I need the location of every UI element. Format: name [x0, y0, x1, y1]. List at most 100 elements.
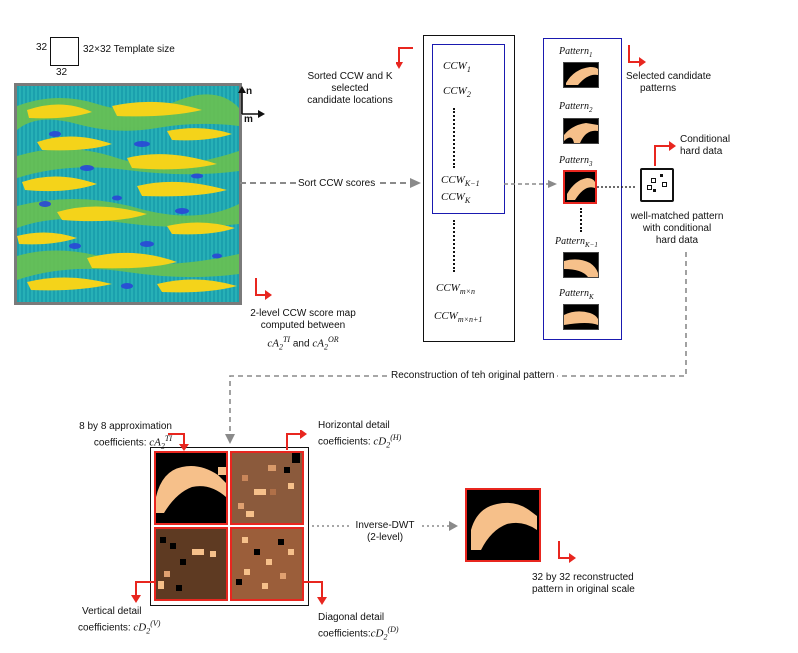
- pattern-1-label: Pattern1: [559, 46, 593, 59]
- diagonal-symbol: cD: [370, 627, 384, 640]
- selected-patterns-caption: Selected candidate patterns: [626, 71, 711, 95]
- pattern-k-sub: K: [589, 293, 594, 301]
- map-caption-formula: cA2TI and cA2OR: [243, 334, 363, 353]
- red-bent-arrow-icon: [396, 47, 413, 69]
- axis-m-label: m: [244, 114, 253, 125]
- ca-ti-sub: 2: [278, 342, 283, 352]
- select-arrow-icon: [504, 180, 557, 188]
- map-caption-line2: computed between: [260, 320, 346, 331]
- pattern-3-name: Pattern: [559, 155, 589, 166]
- ccw-selected-k-box: [432, 44, 505, 214]
- pattern-3-image: [563, 170, 597, 204]
- ccw-k: CCWK: [441, 191, 470, 205]
- conditional-hard-data-caption: Conditional hard data: [680, 134, 730, 158]
- pattern-2-name: Pattern: [559, 101, 589, 112]
- inverse-dwt-arrow-icon: [312, 521, 458, 531]
- diagonal-coeff-image: [230, 527, 304, 601]
- pattern-2-sub: 2: [589, 106, 593, 114]
- reconstructed-caption-line1: 32 by 32 reconstructed: [532, 572, 634, 583]
- ccw-1-symbol: CCW: [443, 60, 467, 72]
- red-bent-arrow-icon: [654, 141, 676, 166]
- pattern-3-sub: 3: [589, 160, 593, 168]
- vertical-caption: Vertical detail coefficients: cD2(V): [78, 606, 160, 637]
- vertical-coeff-image: [154, 527, 228, 601]
- pattern-k-name: Pattern: [559, 288, 589, 299]
- diagonal-coeff-word: coefficients:: [318, 628, 371, 640]
- vertical-symbol: cD: [133, 621, 147, 634]
- ca-or-sup: OR: [327, 335, 339, 344]
- approx-caption: 8 by 8 approximation coefficients: cA2TI: [60, 421, 172, 452]
- and-word: and: [292, 338, 310, 350]
- red-bent-arrow-icon: [286, 430, 307, 450]
- diagonal-caption-line2: coefficients:cD2(D): [318, 624, 399, 643]
- diagonal-caption-line1: Diagonal detail: [318, 612, 385, 623]
- diagonal-sub: 2: [383, 632, 388, 642]
- ccw-2-sub: 2: [466, 90, 471, 100]
- vertical-sup: (V): [150, 619, 161, 628]
- ccw-score-map-image: [17, 86, 239, 302]
- horizontal-caption: Horizontal detail coefficients: cD2(H): [318, 420, 401, 451]
- well-matched-line2: with conditional: [642, 223, 712, 234]
- template-size-left-label: 32: [36, 42, 48, 53]
- reconstructed-caption: 32 by 32 reconstructed pattern in origin…: [532, 572, 635, 596]
- horizontal-sub: 2: [386, 440, 391, 450]
- vertical-caption-line1: Vertical detail: [82, 606, 142, 617]
- pattern-k-label: PatternK: [559, 288, 594, 301]
- red-bent-arrow-icon: [131, 581, 156, 603]
- ccw-mn1-symbol: CCW: [434, 310, 458, 322]
- conditional-caption-line2: hard data: [680, 146, 723, 157]
- vertical-caption-line2: coefficients: cD2(V): [78, 618, 160, 637]
- red-bent-arrow-icon: [302, 581, 327, 605]
- approx-coeff-image: [154, 451, 228, 525]
- ccw-1: CCW1: [443, 60, 471, 74]
- ccw-mn1-sub: m×n+1: [457, 315, 483, 325]
- ccw-sorted-list: [423, 35, 515, 342]
- ccw-k-symbol: CCW: [441, 191, 465, 203]
- horizontal-sup: (H): [390, 433, 402, 442]
- well-matched-line1: well-matched pattern: [630, 211, 724, 222]
- inverse-dwt-line1: Inverse-DWT: [355, 520, 415, 531]
- template-size-bottom-label: 32: [56, 67, 68, 78]
- selected-patterns-caption-line2: patterns: [640, 83, 677, 94]
- pattern-2-image: [563, 118, 599, 144]
- pattern-dots: [580, 208, 582, 232]
- pattern-3-label: Pattern3: [559, 155, 593, 168]
- inverse-dwt-line2: (2-level): [366, 532, 404, 543]
- red-bent-arrow-icon: [168, 433, 189, 451]
- ccw-k-sub: K: [464, 196, 471, 206]
- ccw-score-map: [14, 83, 242, 305]
- horizontal-coeff-image: [230, 451, 304, 525]
- pattern-1-sub: 1: [589, 51, 593, 59]
- conditional-caption-line1: Conditional: [680, 134, 731, 145]
- sort-arrow-label: Sort CCW scores: [296, 178, 378, 190]
- diagonal-caption: Diagonal detail coefficients:cD2(D): [318, 612, 399, 643]
- approx-sup: TI: [164, 434, 172, 443]
- approx-coeff-word: coefficients:: [93, 437, 147, 449]
- dwt-panel: [150, 447, 309, 606]
- candidate-patterns-box: [543, 38, 622, 340]
- sorted-ccw-caption: Sorted CCW and K selected candidate loca…: [290, 71, 410, 107]
- horizontal-caption-line2: coefficients: cD2(H): [318, 432, 401, 451]
- pattern-k-image: [563, 304, 599, 330]
- pattern-k-minus-1-label: PatternK−1: [555, 236, 598, 249]
- approx-symbol: cA: [149, 436, 161, 449]
- map-caption: 2-level CCW score map computed between c…: [243, 308, 363, 353]
- pattern-1-image: [563, 62, 599, 88]
- reconstruction-label: Reconstruction of teh original pattern: [388, 370, 558, 382]
- ccw-2-symbol: CCW: [443, 85, 467, 97]
- red-bent-arrow-icon: [255, 278, 272, 300]
- approx-caption-line1: 8 by 8 approximation: [79, 421, 172, 432]
- reconstructed-caption-line2: pattern in original scale: [532, 584, 635, 595]
- pattern-km1-sub: K−1: [585, 241, 598, 249]
- vertical-sub: 2: [146, 626, 151, 636]
- sorted-ccw-caption-line1: Sorted CCW and K selected: [307, 71, 393, 94]
- template-square: [50, 37, 79, 66]
- diagonal-sup: (D): [387, 625, 399, 634]
- pattern-2-label: Pattern2: [559, 101, 593, 114]
- hard-data-box: [640, 168, 674, 202]
- well-matched-caption: well-matched pattern with conditional ha…: [622, 211, 732, 247]
- ccw-2: CCW2: [443, 85, 471, 99]
- ccw-m-n-plus-1: CCWm×n+1: [434, 310, 482, 324]
- ca-ti-sup: TI: [282, 335, 291, 344]
- vertical-coeff-word: coefficients:: [78, 622, 131, 634]
